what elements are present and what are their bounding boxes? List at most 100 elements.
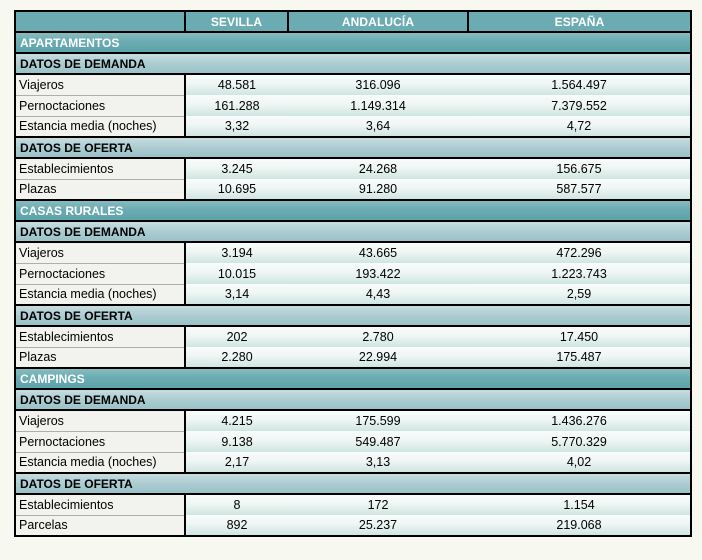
row-label: Parcelas: [15, 515, 186, 537]
group-header: DATOS DE OFERTA: [15, 304, 691, 327]
column-header-andalucia: ANDALUCÍA: [287, 10, 469, 33]
group-header: DATOS DE OFERTA: [15, 136, 691, 159]
column-header-sevilla: SEVILLA: [184, 10, 289, 33]
tourism-statistics-table: SEVILLA ANDALUCÍA ESPAÑA APARTAMENTOS DA…: [14, 10, 692, 537]
table-row: Viajeros 3.194 43.665 472.296: [15, 242, 691, 264]
cell-value: 17.450: [468, 326, 691, 347]
table-row: Pernoctaciones 161.288 1.149.314 7.379.5…: [15, 95, 691, 117]
table-row: Pernoctaciones 9.138 549.487 5.770.329: [15, 431, 691, 453]
section-header: CASAS RURALES: [15, 199, 691, 222]
section-row-campings: CAMPINGS: [15, 367, 691, 390]
cell-value: 24.268: [288, 158, 468, 179]
cell-value: 2,17: [185, 452, 288, 473]
cell-value: 1.223.743: [468, 263, 691, 284]
row-label: Plazas: [15, 347, 186, 369]
table-row: Estancia media (noches) 3,14 4,43 2,59: [15, 284, 691, 306]
row-label: Pernoctaciones: [15, 263, 186, 285]
cell-value: 1.149.314: [288, 95, 468, 116]
cell-value: 3.245: [185, 158, 288, 179]
group-header: DATOS DE DEMANDA: [15, 388, 691, 411]
cell-value: 10.015: [185, 263, 288, 284]
group-row-demanda: DATOS DE DEMANDA: [15, 388, 691, 411]
cell-value: 4,43: [288, 284, 468, 305]
section-header: APARTAMENTOS: [15, 31, 691, 54]
cell-value: 9.138: [185, 431, 288, 452]
cell-value: 91.280: [288, 179, 468, 200]
row-label: Estancia media (noches): [15, 116, 186, 138]
cell-value: 22.994: [288, 347, 468, 368]
table-row: Establecimientos 3.245 24.268 156.675: [15, 158, 691, 180]
cell-value: 4,02: [468, 452, 691, 473]
corner-cell: [14, 10, 186, 33]
cell-value: 175.487: [468, 347, 691, 368]
row-label: Pernoctaciones: [15, 95, 186, 117]
table-row: Plazas 2.280 22.994 175.487: [15, 347, 691, 369]
table-row: Plazas 10.695 91.280 587.577: [15, 179, 691, 201]
group-row-demanda: DATOS DE DEMANDA: [15, 220, 691, 243]
cell-value: 3,64: [288, 116, 468, 137]
tourism-statistics-table-container: SEVILLA ANDALUCÍA ESPAÑA APARTAMENTOS DA…: [14, 10, 692, 537]
table-header-row: SEVILLA ANDALUCÍA ESPAÑA: [14, 10, 692, 33]
cell-value: 3.194: [185, 242, 288, 263]
table-row: Parcelas 892 25.237 219.068: [15, 515, 691, 537]
cell-value: 5.770.329: [468, 431, 691, 452]
row-label: Establecimientos: [15, 326, 186, 348]
cell-value: 4.215: [185, 410, 288, 431]
row-label: Estancia media (noches): [15, 452, 186, 474]
cell-value: 1.154: [468, 494, 691, 515]
cell-value: 4,72: [468, 116, 691, 137]
cell-value: 472.296: [468, 242, 691, 263]
cell-value: 43.665: [288, 242, 468, 263]
cell-value: 2,59: [468, 284, 691, 305]
cell-value: 1.564.497: [468, 74, 691, 95]
cell-value: 3,14: [185, 284, 288, 305]
group-header: DATOS DE OFERTA: [15, 472, 691, 495]
row-label: Estancia media (noches): [15, 284, 186, 306]
row-label: Establecimientos: [15, 158, 186, 180]
group-row-oferta: DATOS DE OFERTA: [15, 304, 691, 327]
cell-value: 8: [185, 494, 288, 515]
cell-value: 202: [185, 326, 288, 347]
table-row: Pernoctaciones 10.015 193.422 1.223.743: [15, 263, 691, 285]
cell-value: 48.581: [185, 74, 288, 95]
cell-value: 175.599: [288, 410, 468, 431]
cell-value: 161.288: [185, 95, 288, 116]
cell-value: 219.068: [468, 515, 691, 536]
section-row-apartamentos: APARTAMENTOS: [15, 31, 691, 54]
row-label: Establecimientos: [15, 494, 186, 516]
group-row-oferta: DATOS DE OFERTA: [15, 472, 691, 495]
group-row-oferta: DATOS DE OFERTA: [15, 136, 691, 159]
cell-value: 587.577: [468, 179, 691, 200]
column-header-espana: ESPAÑA: [467, 10, 692, 33]
row-label: Plazas: [15, 179, 186, 201]
cell-value: 316.096: [288, 74, 468, 95]
table-row: Estancia media (noches) 2,17 3,13 4,02: [15, 452, 691, 474]
cell-value: 3,13: [288, 452, 468, 473]
row-label: Viajeros: [15, 242, 186, 264]
table-row: Viajeros 4.215 175.599 1.436.276: [15, 410, 691, 432]
table-row: Establecimientos 202 2.780 17.450: [15, 326, 691, 348]
cell-value: 193.422: [288, 263, 468, 284]
cell-value: 549.487: [288, 431, 468, 452]
row-label: Viajeros: [15, 74, 186, 96]
group-row-demanda: DATOS DE DEMANDA: [15, 52, 691, 75]
group-header: DATOS DE DEMANDA: [15, 52, 691, 75]
table-row: Establecimientos 8 172 1.154: [15, 494, 691, 516]
cell-value: 3,32: [185, 116, 288, 137]
group-header: DATOS DE DEMANDA: [15, 220, 691, 243]
section-row-casas-rurales: CASAS RURALES: [15, 199, 691, 222]
table-row: Estancia media (noches) 3,32 3,64 4,72: [15, 116, 691, 138]
cell-value: 2.280: [185, 347, 288, 368]
cell-value: 892: [185, 515, 288, 536]
table-row: Viajeros 48.581 316.096 1.564.497: [15, 74, 691, 96]
cell-value: 10.695: [185, 179, 288, 200]
cell-value: 172: [288, 494, 468, 515]
cell-value: 25.237: [288, 515, 468, 536]
cell-value: 1.436.276: [468, 410, 691, 431]
section-header: CAMPINGS: [15, 367, 691, 390]
cell-value: 2.780: [288, 326, 468, 347]
row-label: Pernoctaciones: [15, 431, 186, 453]
cell-value: 7.379.552: [468, 95, 691, 116]
cell-value: 156.675: [468, 158, 691, 179]
row-label: Viajeros: [15, 410, 186, 432]
